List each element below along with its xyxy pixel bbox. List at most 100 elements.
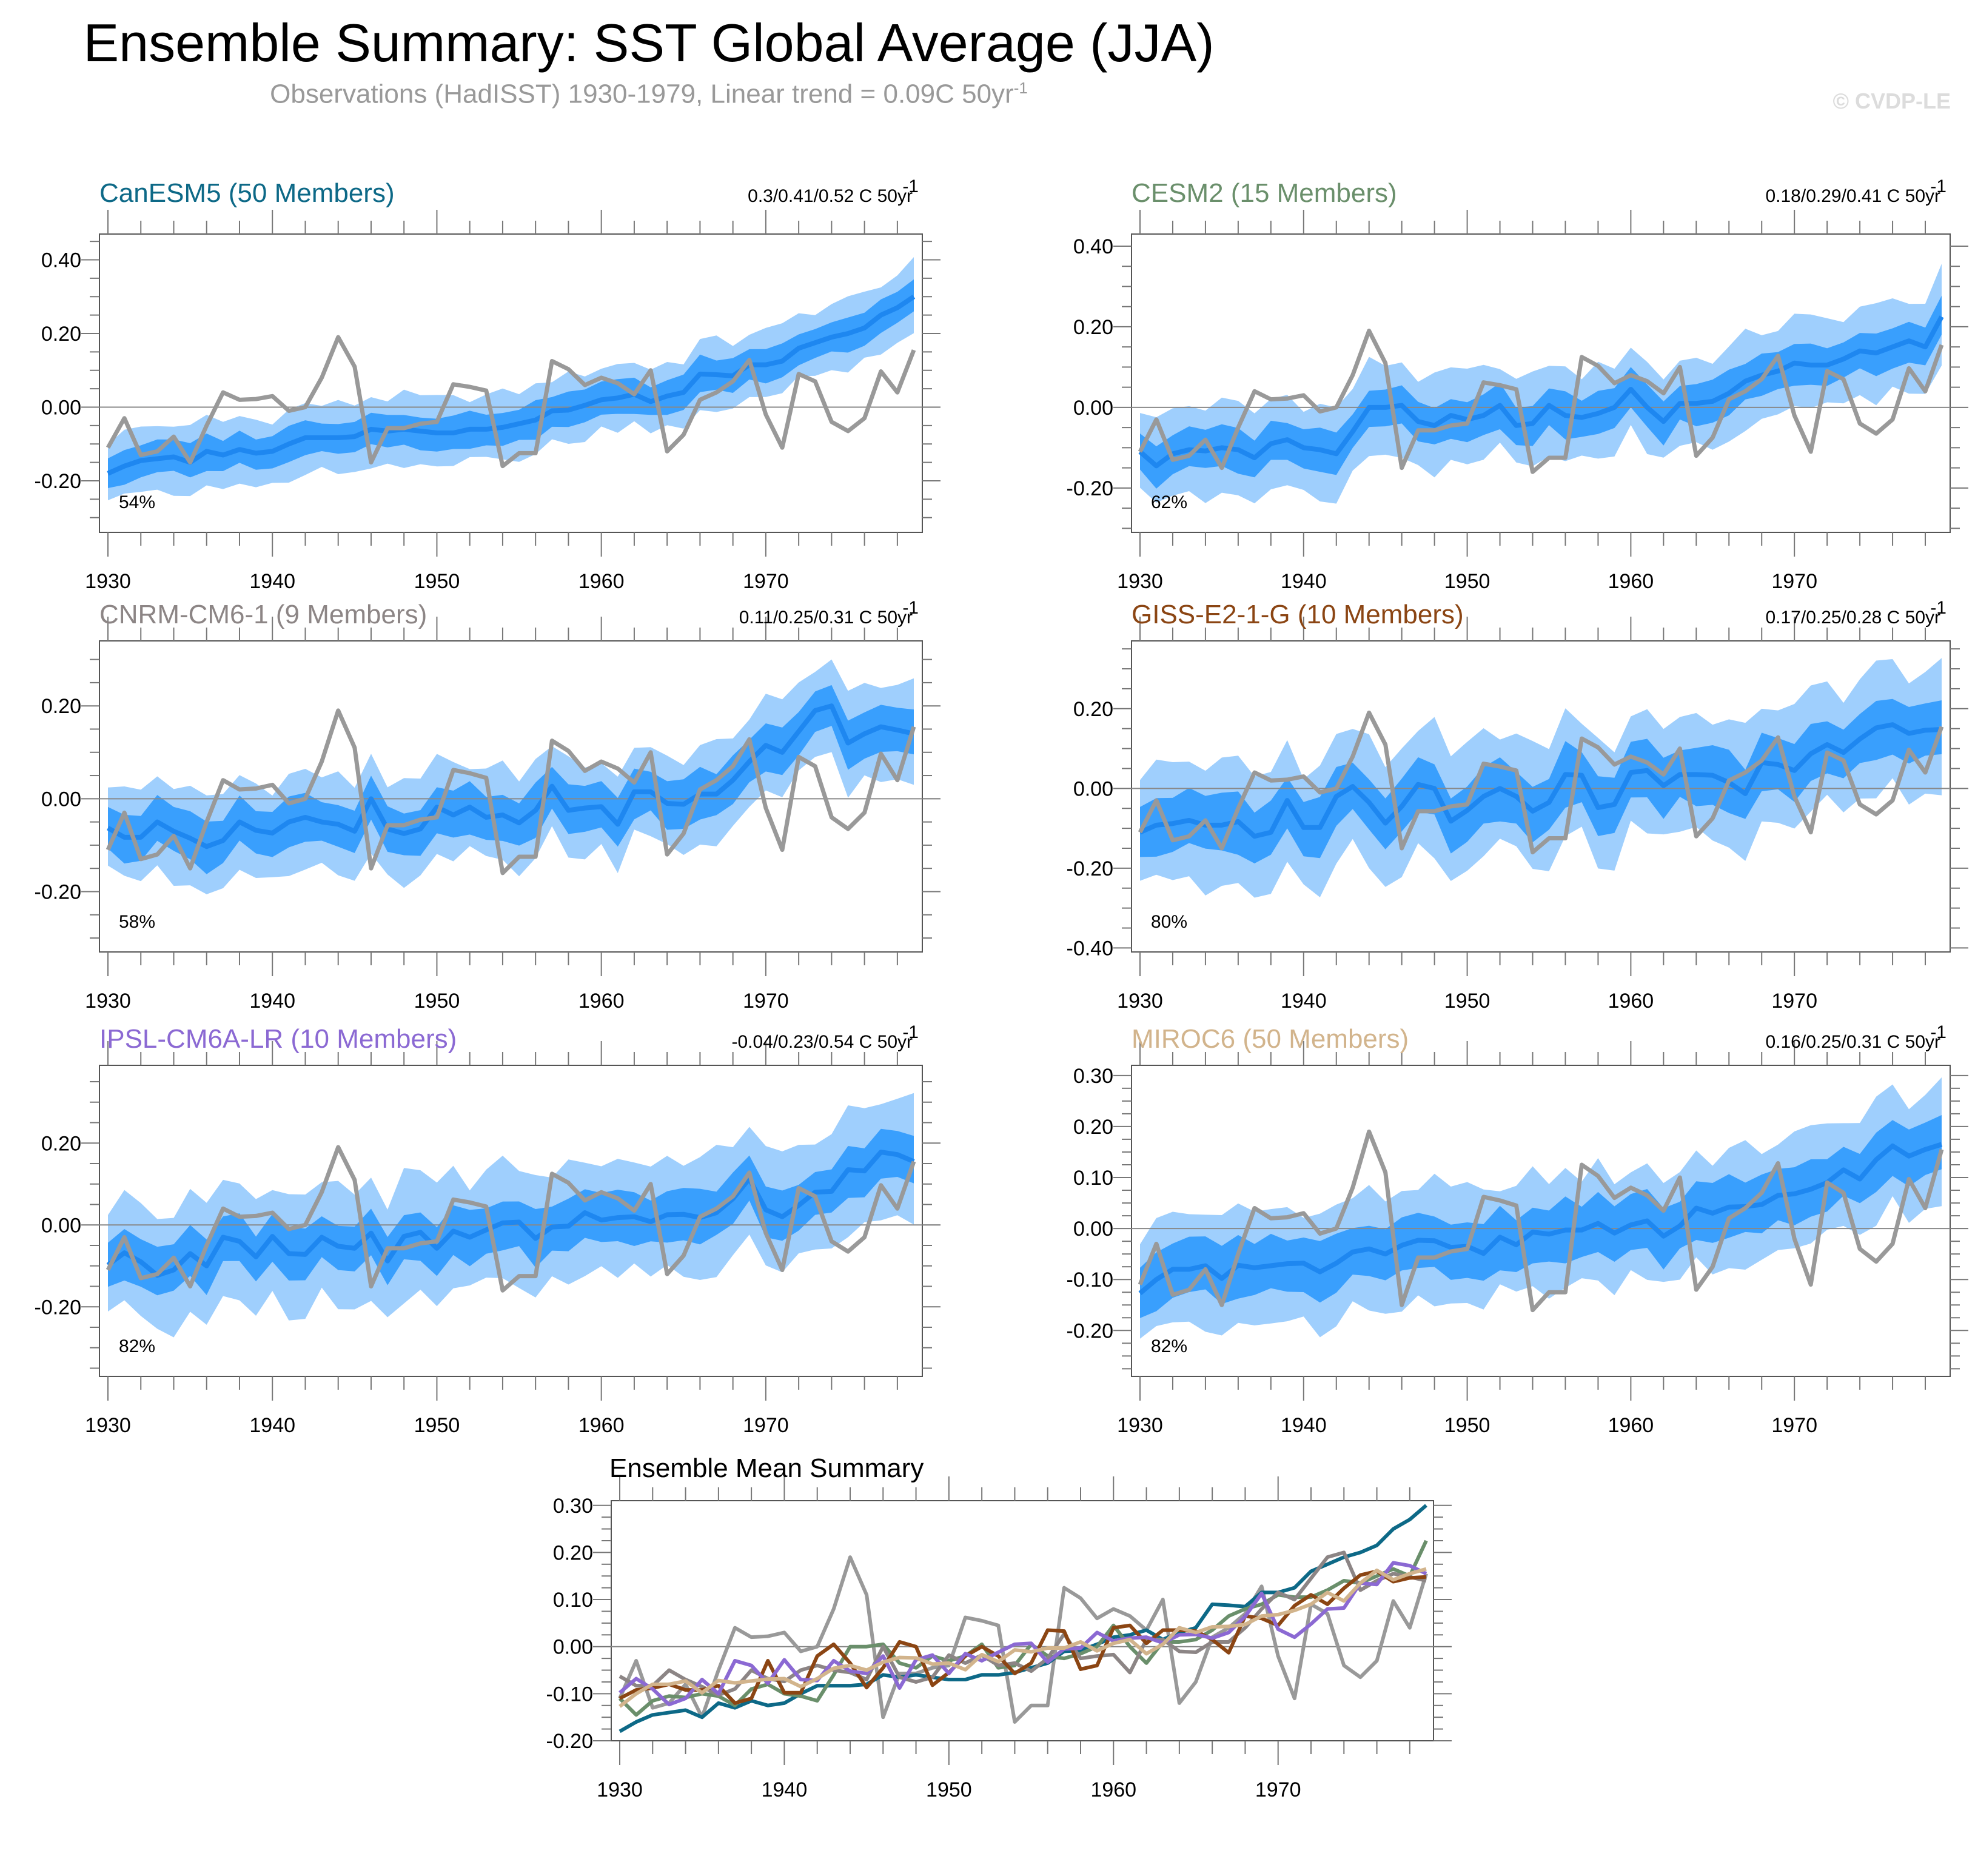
observations-line [618,1555,1428,1724]
trend-label: 0.16/0.25/0.31 C 50yr [1765,1032,1940,1052]
ensemble-mean-line [1138,1142,1943,1295]
y-tick-label: -0.20 [1067,477,1114,500]
x-tick-label: 1960 [578,1414,625,1437]
y-tick-label: 0.20 [41,323,81,346]
x-tick-label: 1970 [1255,1778,1301,1801]
y-tick-label: -0.20 [35,1296,82,1319]
y-tick-label: 0.20 [1073,316,1113,339]
panel-cnrm-cm6-1: 1930 1940 1950 1960 1970 -0.20 0.00 0.20 CNRM-CM… [35,598,941,1013]
x-tick-label: 1930 [1117,1414,1163,1437]
trend-label: 0.3/0.41/0.52 C 50yr [748,186,913,206]
trend-label-sup: -1 [902,176,919,196]
inner-spread-band [108,1128,914,1296]
plot-frame [99,1065,923,1377]
panel-title: CESM2 (15 Members) [1132,178,1397,208]
trend-label: 0.18/0.29/0.41 C 50yr [1765,186,1940,206]
subtitle-text: Observations (HadISST) 1930-1979, Linear… [270,79,1014,109]
x-tick-label: 1950 [414,990,460,1013]
x-tick-label: 1930 [85,990,131,1013]
x-tick-label: 1950 [1444,990,1490,1013]
copyright-label: © CVDP-LE [1832,89,1951,113]
page-title: Ensemble Summary: SST Global Average (JJ… [83,13,1215,73]
plot-frame [99,640,923,953]
x-tick-label: 1950 [926,1778,972,1801]
y-tick-label: 0.00 [1073,1218,1113,1241]
trend-label: 0.11/0.25/0.31 C 50yr [739,608,913,628]
percent-label: 62% [1151,492,1187,512]
y-tick-label: -0.20 [1067,1319,1114,1342]
percent-label: 82% [119,1336,155,1356]
y-tick-label: 0.00 [41,788,81,811]
y-tick-label: 0.20 [553,1541,593,1564]
x-tick-label: 1930 [85,1414,131,1437]
x-tick-label: 1950 [414,1414,460,1437]
observations-line [1138,710,1944,855]
x-tick-label: 1950 [414,570,460,593]
percent-label: 58% [119,912,155,932]
y-tick-label: 0.00 [41,1214,81,1237]
panel-giss-e2-1-g: 1930 1940 1950 1960 1970 -0.40 -0.20 0.00 0.20 GI… [1067,598,1968,1013]
panel-title: MIROC6 (50 Members) [1132,1024,1409,1054]
observations-line [1138,329,1944,474]
x-tick-label: 1970 [1771,990,1817,1013]
x-tick-label: 1960 [1090,1778,1136,1801]
ensemble-mean-line [1138,315,1944,469]
y-tick-label: -0.20 [35,470,82,493]
ensemble-mean-line [107,294,916,476]
y-tick-label: 0.00 [41,396,81,419]
y-tick-label: 0.10 [553,1589,593,1612]
x-tick-label: 1970 [743,570,789,593]
subtitle-sup: -1 [1013,79,1028,97]
panel-title: CNRM-CM6-1 (9 Members) [99,600,427,629]
y-tick-label: -0.20 [35,880,82,903]
panel-title: CanESM5 (50 Members) [99,178,395,208]
y-tick-label: -0.10 [1067,1268,1114,1291]
y-tick-label: 0.10 [1073,1167,1113,1190]
y-tick-label: -0.40 [1067,937,1114,960]
y-tick-label: 0.30 [553,1495,593,1518]
y-tick-label: 0.20 [41,1132,81,1155]
x-tick-label: 1930 [85,570,131,593]
y-tick-label: 0.00 [553,1636,593,1659]
x-tick-label: 1930 [1117,570,1163,593]
panel-canesm5: 1930 1940 1950 1960 1970 -0.20 0.00 0.20 0.40 Can… [35,176,941,593]
plot-frame [611,1500,1434,1741]
model-mean-line-giss-e2-1-g [619,1569,1427,1705]
x-tick-label: 1940 [1281,1414,1327,1437]
x-tick-label: 1970 [743,1414,789,1437]
percent-label: 82% [1151,1336,1187,1356]
x-tick-label: 1930 [1117,990,1163,1013]
x-tick-label: 1960 [1608,990,1654,1013]
x-tick-label: 1940 [762,1778,808,1801]
x-tick-label: 1970 [1771,570,1817,593]
y-tick-label: 0.00 [1073,397,1113,420]
x-tick-label: 1960 [578,570,625,593]
plot-frame [1131,233,1951,533]
y-tick-label: -0.10 [546,1683,594,1706]
x-tick-label: 1930 [597,1778,643,1801]
observations-line [1138,1129,1944,1313]
y-tick-label: 0.00 [1073,777,1113,800]
y-tick-label: 0.20 [1073,698,1113,721]
panel-cesm2: 1930 1940 1950 1960 1970 -0.20 0.00 0.20 0.40 CES… [1067,176,1968,593]
x-tick-label: 1960 [1608,570,1654,593]
panel-title: GISS-E2-1-G (10 Members) [1132,600,1464,629]
outer-spread-band [108,659,914,894]
y-tick-label: -0.20 [1067,857,1114,880]
plot-frame [1131,640,1951,953]
ensemble-mean-line [107,703,914,849]
y-tick-label: 0.20 [41,695,81,718]
inner-spread-band [108,685,914,874]
page-subtitle: Observations (HadISST) 1930-1979, Linear… [0,79,1298,110]
x-tick-label: 1970 [743,990,789,1013]
plot-frame [99,233,923,533]
trend-label-sup: -1 [1930,176,1946,196]
model-mean-line-cnrm-cm6-1 [619,1550,1427,1697]
ensemble-mean-line [1139,722,1942,839]
panel-ipsl-cm6a-lr: 1930 1940 1950 1960 1970 -0.20 0.00 0.20 IPSL-CM… [35,1022,941,1437]
trend-label-sup: -1 [1930,1022,1946,1042]
y-tick-label: 0.20 [1073,1116,1113,1139]
x-tick-label: 1970 [1771,1414,1817,1437]
x-tick-label: 1960 [1608,1414,1654,1437]
